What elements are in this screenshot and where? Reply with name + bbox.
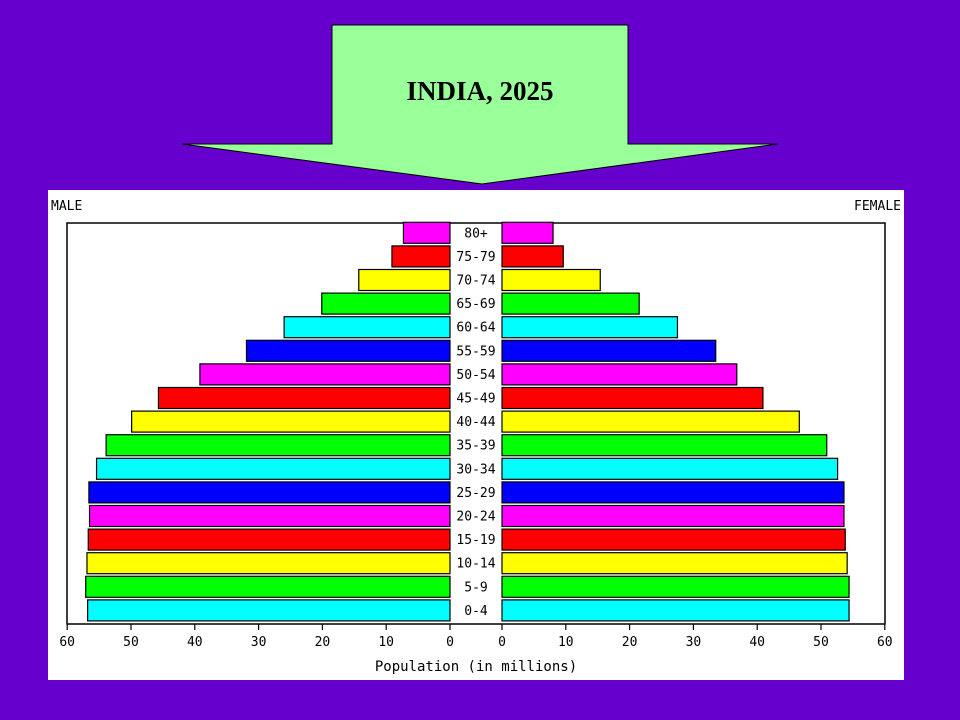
age-group-label: 45-49	[456, 392, 495, 407]
female-bar-60-64	[501, 316, 679, 339]
female-bar-5-9	[501, 575, 850, 598]
female-bar-30-34	[501, 457, 839, 480]
female-bar-75-79	[501, 245, 564, 268]
female-tick-label: 60	[877, 635, 893, 650]
age-group-label: 0-4	[464, 604, 488, 619]
female-bar-15-19	[501, 528, 846, 551]
female-tick-label: 10	[558, 635, 574, 650]
female-bar-55-59	[501, 339, 717, 362]
male-bar-50-54	[199, 363, 451, 386]
female-bar-70-74	[501, 268, 601, 292]
age-group-label: 60-64	[456, 321, 495, 336]
male-tick-label: 60	[59, 635, 75, 650]
male-tick-label: 40	[187, 635, 203, 650]
female-bar-0-4	[501, 599, 850, 622]
female-tick-label: 30	[686, 635, 702, 650]
female-bar-80+	[501, 221, 554, 244]
male-bar-30-34	[95, 457, 451, 480]
male-bar-80+	[402, 221, 451, 244]
age-group-label: 20-24	[456, 510, 495, 525]
male-tick-label: 50	[123, 635, 139, 650]
male-bar-75-79	[391, 245, 451, 268]
female-bar-25-29	[501, 481, 845, 504]
female-bar-65-69	[501, 292, 640, 315]
female-bar-50-54	[501, 363, 738, 386]
age-group-label: 30-34	[456, 462, 495, 477]
age-group-label: 65-69	[456, 297, 495, 312]
female-bar-20-24	[501, 504, 845, 528]
male-tick-label: 20	[315, 635, 331, 650]
male-tick-label: 10	[378, 635, 394, 650]
age-group-label: 75-79	[456, 250, 495, 265]
male-bar-25-29	[88, 481, 451, 504]
male-label: MALE	[51, 199, 82, 214]
female-tick-label: 0	[498, 635, 506, 650]
age-group-label: 15-19	[456, 533, 495, 548]
page-title: INDIA, 2025	[406, 76, 554, 106]
male-tick-label: 30	[251, 635, 267, 650]
male-bar-60-64	[283, 316, 451, 339]
male-bar-65-69	[321, 292, 451, 315]
male-bar-5-9	[85, 575, 451, 598]
age-group-label: 25-29	[456, 486, 495, 501]
male-bar-45-49	[157, 386, 451, 410]
age-group-label: 80+	[464, 226, 488, 241]
age-group-label: 50-54	[456, 368, 495, 383]
male-bar-55-59	[245, 339, 451, 362]
age-group-label: 5-9	[464, 580, 487, 595]
female-bar-40-44	[501, 410, 800, 433]
male-bar-20-24	[88, 504, 451, 528]
female-tick-label: 40	[749, 635, 765, 650]
female-bar-45-49	[501, 386, 764, 410]
female-tick-label: 50	[813, 635, 829, 650]
female-tick-label: 20	[622, 635, 638, 650]
male-bar-0-4	[87, 599, 451, 622]
female-label: FEMALE	[854, 199, 901, 214]
male-bar-40-44	[131, 410, 451, 433]
female-bar-35-39	[501, 434, 828, 457]
plot-frame	[66, 222, 886, 625]
male-bar-15-19	[87, 528, 451, 551]
age-group-label: 40-44	[456, 415, 495, 430]
title-arrow-callout	[181, 24, 779, 185]
age-group-label: 10-14	[456, 557, 495, 572]
age-group-label: 55-59	[456, 344, 495, 359]
male-bar-35-39	[105, 434, 451, 457]
age-group-label: 70-74	[456, 274, 495, 289]
female-bar-10-14	[501, 552, 848, 575]
population-pyramid-chart: MALE FEMALE Population (in millions) 0-4…	[48, 190, 904, 680]
male-tick-label: 0	[446, 635, 454, 650]
age-group-label: 35-39	[456, 439, 495, 454]
x-axis-title: Population (in millions)	[375, 659, 577, 675]
male-bar-10-14	[86, 552, 451, 575]
male-bar-70-74	[358, 268, 451, 292]
